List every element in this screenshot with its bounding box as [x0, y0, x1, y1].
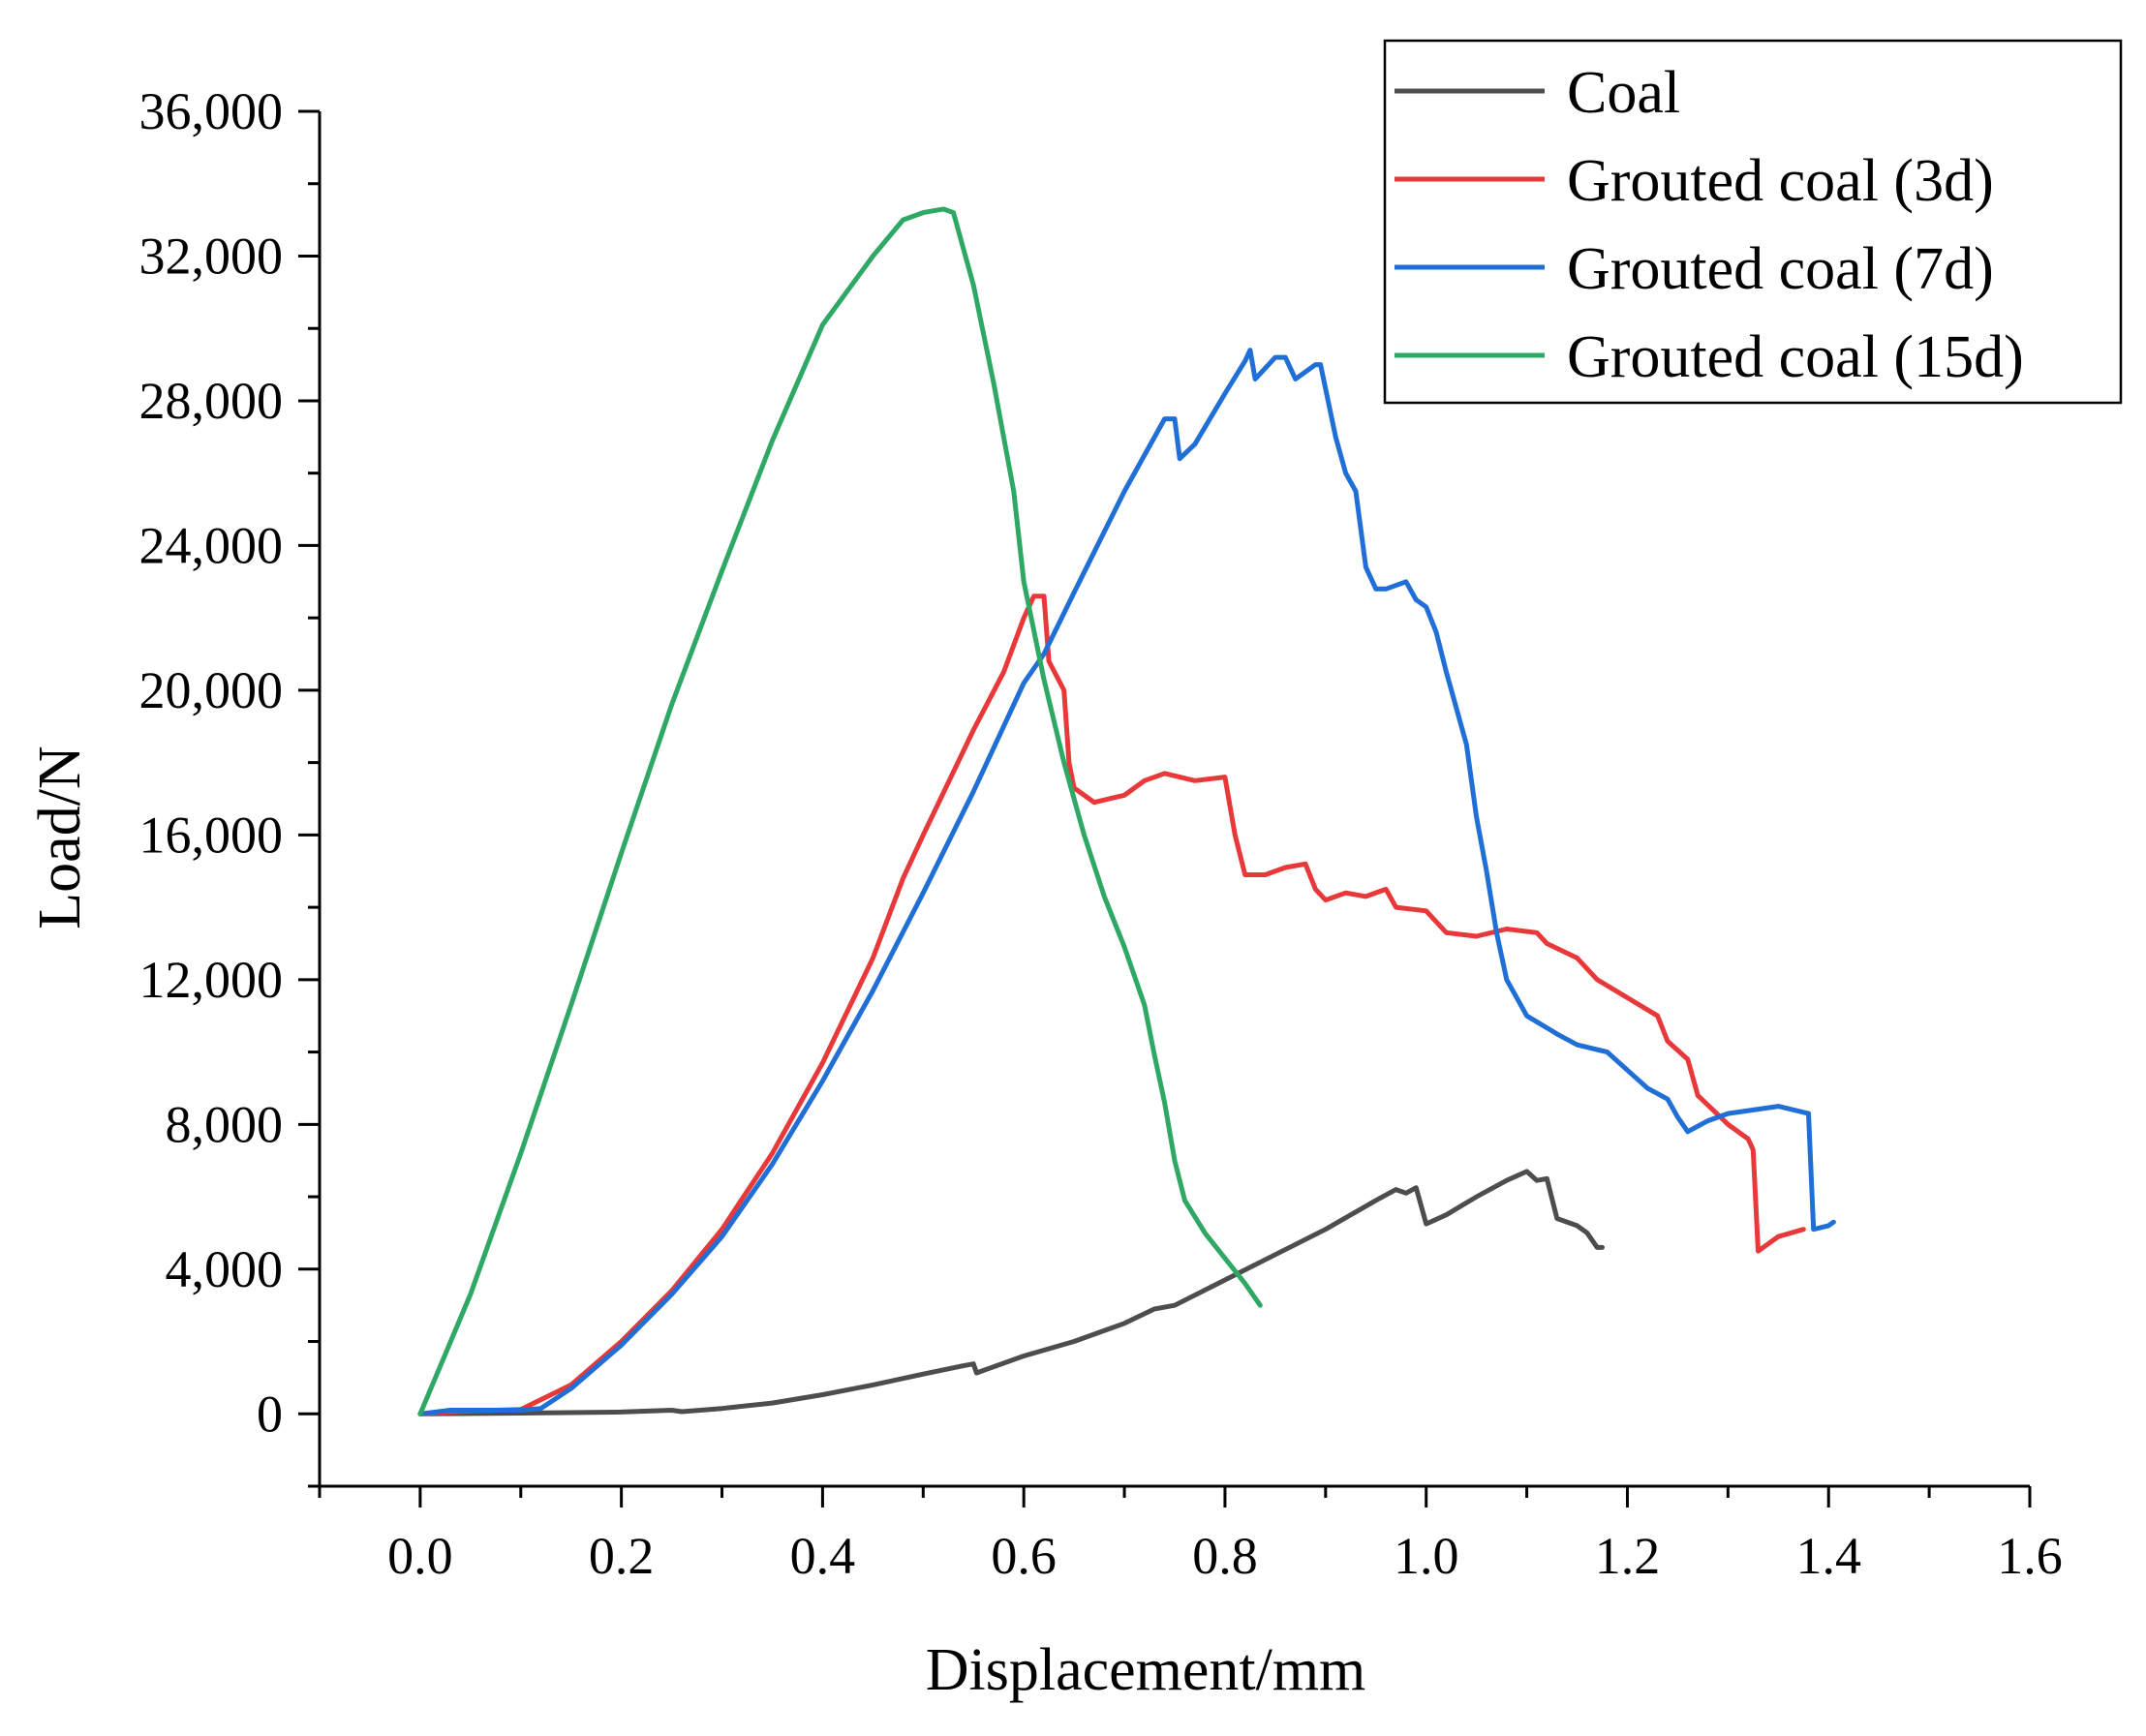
- legend-label: Coal: [1567, 60, 1680, 126]
- y-tick-label: 8,000: [166, 1095, 284, 1153]
- y-tick-label: 20,000: [139, 661, 284, 719]
- plot-area: [417, 206, 1836, 1416]
- legend-label: Grouted coal (7d): [1567, 236, 1994, 302]
- x-tick-label: 1.0: [1394, 1527, 1459, 1585]
- x-tick-label: 0.6: [991, 1527, 1057, 1585]
- legend-label: Grouted coal (3d): [1567, 148, 1994, 214]
- legend-box: [1383, 39, 2123, 405]
- x-tick-label: 1.6: [1997, 1527, 2063, 1585]
- y-tick-label: 28,000: [139, 372, 284, 430]
- y-tick-label: 36,000: [139, 82, 284, 140]
- y-tick-label: 32,000: [139, 227, 284, 285]
- y-tick-label: 24,000: [139, 516, 284, 574]
- y-tick-label: 12,000: [139, 951, 284, 1009]
- x-tick-label: 0.8: [1192, 1527, 1258, 1585]
- series-line-1: [417, 1169, 1605, 1416]
- series-line-2: [417, 594, 1806, 1416]
- series-line-3: [417, 348, 1836, 1416]
- x-axis-title: Displacement/mm: [926, 1637, 1366, 1703]
- x-tick-label: 0.2: [589, 1527, 655, 1585]
- x-tick-label: 0.4: [790, 1527, 856, 1585]
- legend: Coal Grouted coal (3d) Grouted coal (7d) Gr…: [1383, 39, 2123, 405]
- legend-label: Grouted coal (15d): [1567, 324, 2024, 390]
- axes: 0.0 0.2 0.4 0.6 0.8 1.0 1.2 1.4 1.6 0 4,000 8,000 12…: [27, 82, 2063, 1703]
- x-tick-label: 1.4: [1795, 1527, 1861, 1585]
- x-tick-label: 1.2: [1595, 1527, 1661, 1585]
- y-tick-label: 0: [257, 1385, 283, 1443]
- y-tick-label: 16,000: [139, 806, 284, 864]
- y-tick-label: 4,000: [166, 1240, 284, 1298]
- series-line-4: [417, 206, 1263, 1416]
- x-tick-label: 0.0: [387, 1527, 453, 1585]
- y-axis-title: Load/N: [27, 746, 93, 929]
